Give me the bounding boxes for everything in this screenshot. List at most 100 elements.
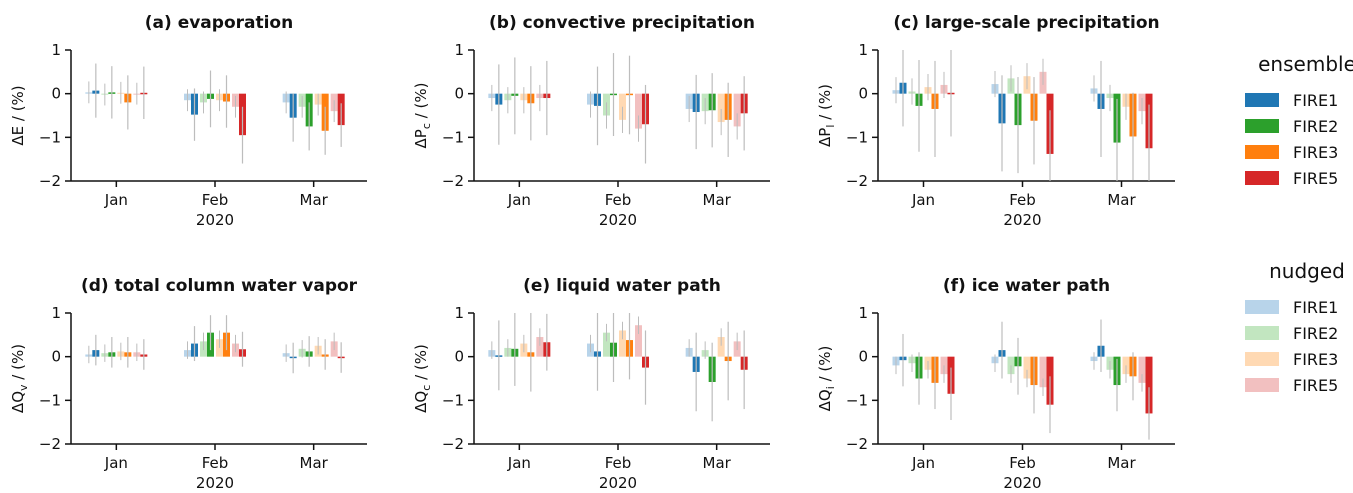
y-tick-label: 1 [858,41,868,59]
chart-panel: (b) convective precipitation −2 −1 0 1 Jan Feb… [412,13,770,229]
panel-title: (c) large-scale precipitation [893,13,1159,33]
x-tick-label: Mar [703,454,732,472]
x-tick-label: Jan [507,191,531,209]
x-year-label: 2020 [196,474,234,492]
y-axis-label-subscript: c [420,123,433,129]
chart-panel: (c) large-scale precipitation −2 −1 0 1 Jan Fe… [816,13,1175,229]
legend-label: FIRE1 [1293,298,1338,317]
y-tick-label: −2 [39,435,61,453]
chart-panel: (e) liquid water path −2 −1 0 1 Jan Feb Mar 2020… [412,276,770,492]
legend-swatch [1245,93,1279,107]
y-axis-label-unit: / (%) [412,83,430,124]
chart-panel: (a) evaporation −2 −1 0 1 Jan Feb Mar 2020 ΔE / (… [9,13,367,229]
x-tick-label: Jan [104,454,128,472]
x-tick-label: Feb [605,454,632,472]
bar-nudged [603,332,610,357]
y-tick-label: 1 [454,41,464,59]
y-axis-label-unit: / (%) [9,344,27,385]
x-year-label: 2020 [599,211,637,229]
legend-swatch [1245,145,1279,159]
panel-title: (e) liquid water path [523,276,721,296]
bar-ensemble [1145,356,1153,414]
x-tick-label: Feb [1009,191,1036,209]
bar-nudged [635,93,642,129]
chart-panel: (f) ice water path −2 −1 0 1 Jan Feb Mar 2020 ΔQi… [816,276,1175,492]
x-tick-label: Feb [202,191,229,209]
x-tick-label: Jan [104,191,128,209]
bar-nudged [1023,356,1031,379]
y-axis-label: ΔQc / (%) [412,344,433,413]
y-tick-label: −1 [846,391,868,409]
x-tick-label: Feb [605,191,632,209]
legend-label: FIRE5 [1293,169,1338,188]
y-axis-label-subscript: v [17,384,30,391]
bar-nudged [1138,356,1146,383]
y-tick-label: −2 [442,172,464,190]
legend-swatch [1245,300,1279,314]
y-axis-label-subscript: c [420,385,433,391]
y-axis-label-main: ΔQ [816,389,834,411]
x-tick-label: Feb [1009,454,1036,472]
y-axis-label-main: ΔP [816,128,834,147]
y-axis-label-unit: / (%) [412,344,430,385]
x-year-label: 2020 [1003,474,1041,492]
y-axis-label-unit: / (%) [816,84,834,125]
bar-nudged [619,93,626,120]
y-tick-label: −1 [442,128,464,146]
legend-swatch [1245,378,1279,392]
y-axis-label-main: ΔP [412,129,430,148]
bar-nudged [216,339,223,357]
y-tick-label: 0 [51,348,61,366]
bar-nudged [717,93,725,123]
y-tick-label: 0 [454,348,464,366]
legend-label: FIRE3 [1293,143,1338,162]
legend-title: ensemble [1258,52,1353,76]
x-tick-label: Jan [911,454,935,472]
y-tick-label: −1 [846,128,868,146]
y-axis-label-unit: / (%) [816,346,834,387]
legend-label: FIRE2 [1293,117,1338,136]
x-tick-label: Mar [703,191,732,209]
y-tick-label: 1 [51,41,61,59]
y-axis-label-main: ΔQ [9,391,27,413]
y-tick-label: 0 [858,85,868,103]
y-axis-label-subscript: i [824,386,837,389]
x-year-label: 2020 [1003,211,1041,229]
y-tick-label: 0 [454,85,464,103]
x-tick-label: Jan [911,191,935,209]
legend: ensemble FIRE1 FIRE2 FIRE3 FIRE5 nudged FIRE1 F… [1245,52,1353,395]
legend-label: FIRE2 [1293,324,1338,343]
x-tick-label: Jan [507,454,531,472]
panel-title: (a) evaporation [145,13,293,33]
x-tick-label: Feb [202,454,229,472]
legend-title: nudged [1269,259,1345,283]
bar-nudged [619,330,626,357]
y-tick-label: −1 [39,391,61,409]
y-tick-label: −1 [442,391,464,409]
panel-title: (b) convective precipitation [489,13,755,33]
legend-block: nudged FIRE1 FIRE2 FIRE3 FIRE5 [1245,259,1345,395]
bar-nudged [635,325,642,357]
x-tick-label: Mar [1107,454,1136,472]
legend-swatch [1245,171,1279,185]
y-axis-label: ΔQi / (%) [816,346,837,412]
bar-nudged [1039,356,1047,388]
y-axis-label: ΔQv / (%) [9,344,30,413]
y-tick-label: 1 [51,304,61,322]
legend-swatch [1245,352,1279,366]
y-tick-label: 0 [858,348,868,366]
bar-nudged [733,93,741,127]
y-tick-label: 1 [454,304,464,322]
y-axis-label: ΔPc / (%) [412,83,433,149]
y-tick-label: −2 [846,172,868,190]
chart-panel: (d) total column water vapor −2 −1 0 1 Jan Feb… [9,276,367,492]
legend-swatch [1245,326,1279,340]
bar-nudged [717,337,725,357]
y-axis-label: ΔE / (%) [9,85,27,145]
y-axis-label-main: ΔQ [412,391,430,413]
legend-block: ensemble FIRE1 FIRE2 FIRE3 FIRE5 [1245,52,1353,188]
panel-title: (d) total column water vapor [81,276,358,296]
y-tick-label: 1 [858,304,868,322]
y-tick-label: −1 [39,128,61,146]
